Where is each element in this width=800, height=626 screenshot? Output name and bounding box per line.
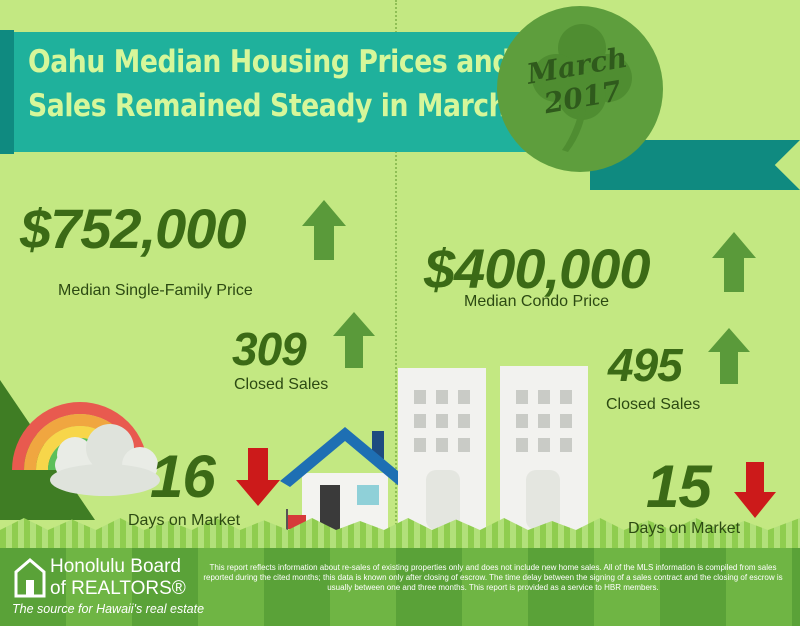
logo-tagline: The source for Hawaii's real estate	[12, 602, 205, 616]
condo-price-value: $400,000	[424, 237, 651, 300]
single-family-sales-label: Closed Sales	[234, 376, 329, 393]
house-illustration	[280, 427, 410, 530]
logo-text-line-1: Honolulu Board	[50, 556, 181, 577]
title-banner	[0, 32, 530, 152]
shamrock-icon	[532, 24, 632, 152]
up-arrow-icon	[712, 232, 756, 292]
page-title: Oahu Median Housing Prices and Sales Rem…	[28, 40, 511, 128]
title-line-2: Sales Remained Steady in March	[28, 88, 508, 124]
title-line-1: Oahu Median Housing Prices and	[28, 44, 511, 80]
single-family-price-value: $752,000	[20, 197, 247, 260]
condo-days-label: Days on Market	[628, 520, 741, 537]
single-family-days-value: 16	[150, 443, 216, 510]
condo-sales-value: 495	[608, 339, 683, 391]
house-logo-icon	[14, 558, 46, 598]
single-family-sales-value: 309	[232, 323, 307, 375]
condo-sales-label: Closed Sales	[606, 396, 701, 413]
logo-text-line-2: of REALTORS®	[50, 578, 186, 599]
condo-price-label: Median Condo Price	[464, 293, 609, 310]
center-divider	[395, 0, 397, 548]
disclaimer-text: This report reflects information about r…	[203, 563, 783, 592]
single-family-price-label: Median Single-Family Price	[58, 282, 253, 299]
down-arrow-icon	[734, 462, 776, 518]
banner-fold	[0, 30, 14, 154]
footer	[0, 548, 800, 626]
condo-days-value: 15	[646, 453, 712, 520]
single-family-days-label: Days on Market	[128, 512, 241, 529]
rainbow-scene-illustration	[0, 380, 160, 520]
condo-buildings-illustration	[398, 366, 588, 530]
down-arrow-icon	[236, 448, 280, 506]
up-arrow-icon	[333, 312, 375, 368]
up-arrow-icon	[302, 200, 346, 260]
up-arrow-icon	[708, 328, 750, 384]
